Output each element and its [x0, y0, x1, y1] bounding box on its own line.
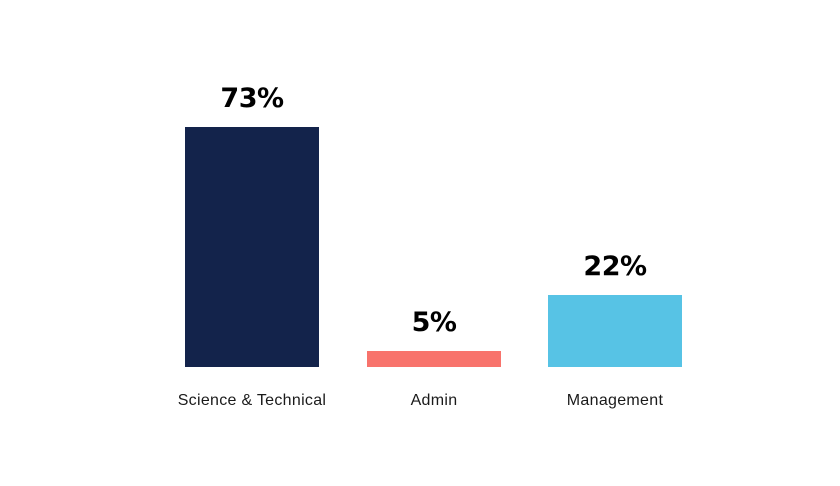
category-label-management: Management: [566, 392, 664, 409]
bar-group-management: 22%: [548, 253, 682, 367]
bar-group-admin: 5%: [367, 309, 501, 367]
category-label-science-technical: Science & Technical: [177, 392, 327, 409]
bar-science-technical: [185, 127, 319, 367]
bar-group-science-technical: 73%: [185, 85, 319, 367]
category-label-admin: Admin: [410, 392, 458, 409]
bar-value-label-admin: 5%: [411, 307, 457, 338]
bar-value-label-management: 22%: [583, 251, 647, 282]
bar-value-label-science-technical: 73%: [220, 83, 284, 114]
bar-admin: [367, 351, 501, 367]
bar-management: [548, 295, 682, 367]
